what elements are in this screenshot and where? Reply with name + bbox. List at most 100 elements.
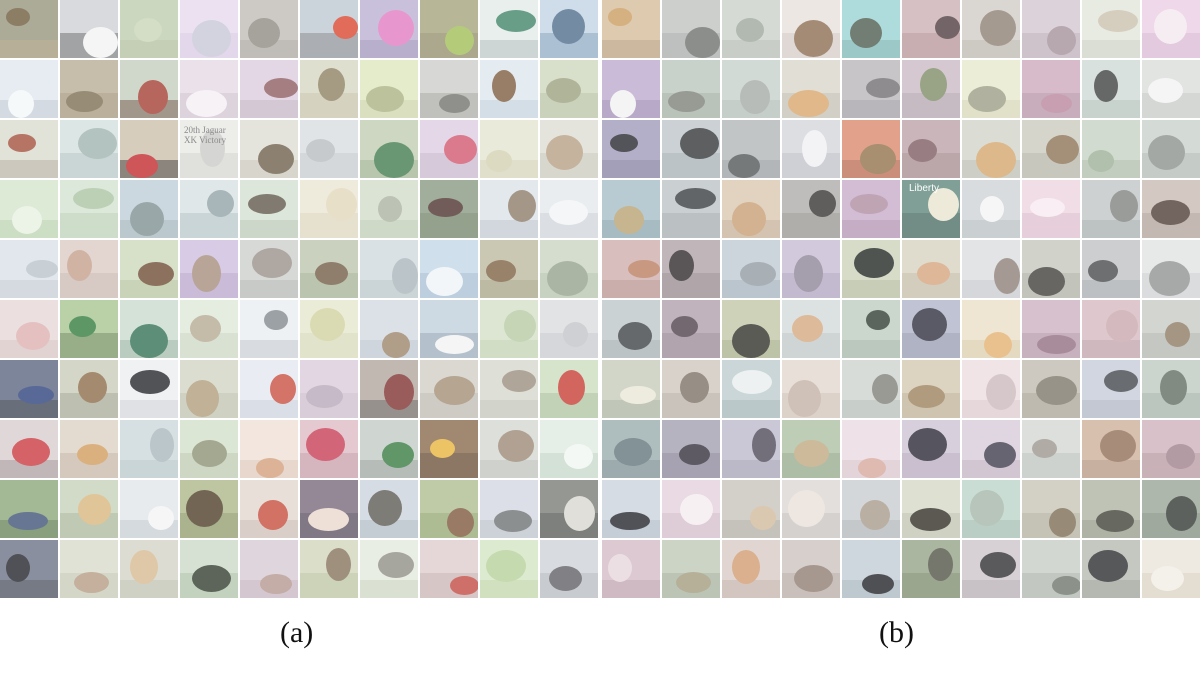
thumbnail-subject [610, 134, 638, 152]
panel-b-thumbnail [722, 0, 780, 58]
thumbnail-subject [138, 80, 168, 114]
thumbnail-subject [1166, 496, 1197, 531]
thumbnail-background-region [1082, 40, 1140, 58]
panel-b-thumbnail [842, 60, 900, 118]
panel-a-thumbnail [360, 180, 418, 238]
thumbnail-background-region [480, 400, 538, 418]
thumbnail-background-region [240, 340, 298, 358]
panel-b-thumbnail [662, 360, 720, 418]
panel-b-thumbnail [1082, 240, 1140, 298]
panel-b-thumbnail [602, 480, 660, 538]
thumbnail-background-region [1082, 100, 1140, 118]
panel-a-thumbnail [360, 60, 418, 118]
thumbnail-subject [685, 27, 720, 58]
thumbnail-subject [552, 9, 585, 44]
thumbnail-subject [920, 68, 947, 101]
panel-b-thumbnail [962, 360, 1020, 418]
thumbnail-subject [486, 260, 516, 282]
panel-a-thumbnail [540, 300, 598, 358]
panel-a-thumbnail [0, 120, 58, 178]
thumbnail-subject [732, 202, 766, 236]
thumbnail-background-region [300, 573, 358, 598]
panel-a-thumbnail [180, 540, 238, 598]
thumbnail-subject [126, 154, 158, 178]
panel-b-thumbnail [1082, 300, 1140, 358]
thumbnail-subject [492, 70, 516, 102]
thumbnail-subject [486, 150, 512, 172]
panel-a-thumbnail [0, 180, 58, 238]
panel-b-thumbnail [842, 300, 900, 358]
panel-a-thumbnail [420, 480, 478, 538]
thumbnail-background-region [120, 40, 178, 58]
thumbnail-subject [788, 490, 825, 527]
thumbnail-subject [148, 506, 174, 530]
panel-a-thumbnail [60, 420, 118, 478]
thumbnail-subject [16, 322, 50, 350]
panel-b-thumbnail [1022, 180, 1080, 238]
thumbnail-background-region [240, 280, 298, 298]
thumbnail-subject [1046, 135, 1079, 164]
thumbnail-subject [130, 324, 168, 358]
panel-a-thumbnail [120, 480, 178, 538]
thumbnail-subject [1104, 370, 1138, 392]
panel-a-thumbnail [120, 0, 178, 58]
thumbnail-background-region [962, 220, 1020, 238]
panel-b-thumbnail [722, 300, 780, 358]
panel-b-thumbnail [842, 180, 900, 238]
panel-b-thumbnail [662, 240, 720, 298]
thumbnail-background-region [480, 40, 538, 58]
thumbnail-subject [502, 370, 536, 392]
thumbnail-background-region [180, 213, 238, 238]
thumbnail-background-region [1082, 580, 1140, 598]
thumbnail-subject [73, 188, 114, 209]
panel-b-thumbnail [1142, 60, 1200, 118]
panel-a-thumbnail [420, 300, 478, 358]
thumbnail-subject [802, 130, 827, 167]
thumbnail-subject [252, 248, 292, 278]
thumbnail-subject [186, 490, 223, 527]
thumbnail-subject [8, 90, 34, 118]
panel-b-thumbnail [722, 360, 780, 418]
panel-a-thumbnail [240, 0, 298, 58]
thumbnail-subject [1088, 550, 1128, 582]
thumbnail-subject [866, 78, 900, 98]
thumbnail-subject [494, 510, 532, 532]
thumbnail-background-region [1082, 460, 1140, 478]
thumbnail-subject [382, 332, 410, 358]
thumbnail-subject [928, 548, 953, 581]
thumbnail-background-region [240, 220, 298, 238]
thumbnail-subject [1047, 26, 1076, 55]
thumbnail-subject [18, 386, 54, 404]
panel-b-thumbnail [1082, 540, 1140, 598]
thumbnail-subject [794, 440, 829, 467]
panel-a-thumbnail [420, 240, 478, 298]
panel-a-thumbnail [60, 300, 118, 358]
thumbnail-background-region [480, 340, 538, 358]
thumbnail-subject [192, 255, 221, 292]
thumbnail-subject [6, 554, 30, 582]
thumbnail-subject [256, 458, 284, 478]
panel-b-thumbnail [902, 60, 960, 118]
thumbnail-subject [8, 512, 48, 530]
thumbnail-subject [445, 26, 474, 55]
panel-a-thumbnail [300, 540, 358, 598]
panel-b-thumbnail [842, 120, 900, 178]
panel-b-thumbnail [1022, 120, 1080, 178]
panel-b-thumbnail [902, 240, 960, 298]
panel-a-thumbnail [0, 540, 58, 598]
thumbnail-subject [392, 258, 418, 294]
thumbnail-subject [563, 322, 588, 347]
panel-a-thumbnail [240, 180, 298, 238]
panel-a-thumbnail [540, 60, 598, 118]
panel-a-thumbnail [60, 480, 118, 538]
thumbnail-sign-text: 20th Jaguar XK Victory [184, 125, 227, 145]
panel-a-thumbnail [300, 360, 358, 418]
panel-b-thumbnail [722, 420, 780, 478]
panel-b-thumbnail [1142, 180, 1200, 238]
panel-b-thumbnail [782, 120, 840, 178]
thumbnail-subject [740, 262, 776, 286]
panel-b-thumbnail [782, 480, 840, 538]
thumbnail-subject [450, 576, 478, 595]
thumbnail-subject [1030, 198, 1065, 217]
panel-b-thumbnail [962, 420, 1020, 478]
